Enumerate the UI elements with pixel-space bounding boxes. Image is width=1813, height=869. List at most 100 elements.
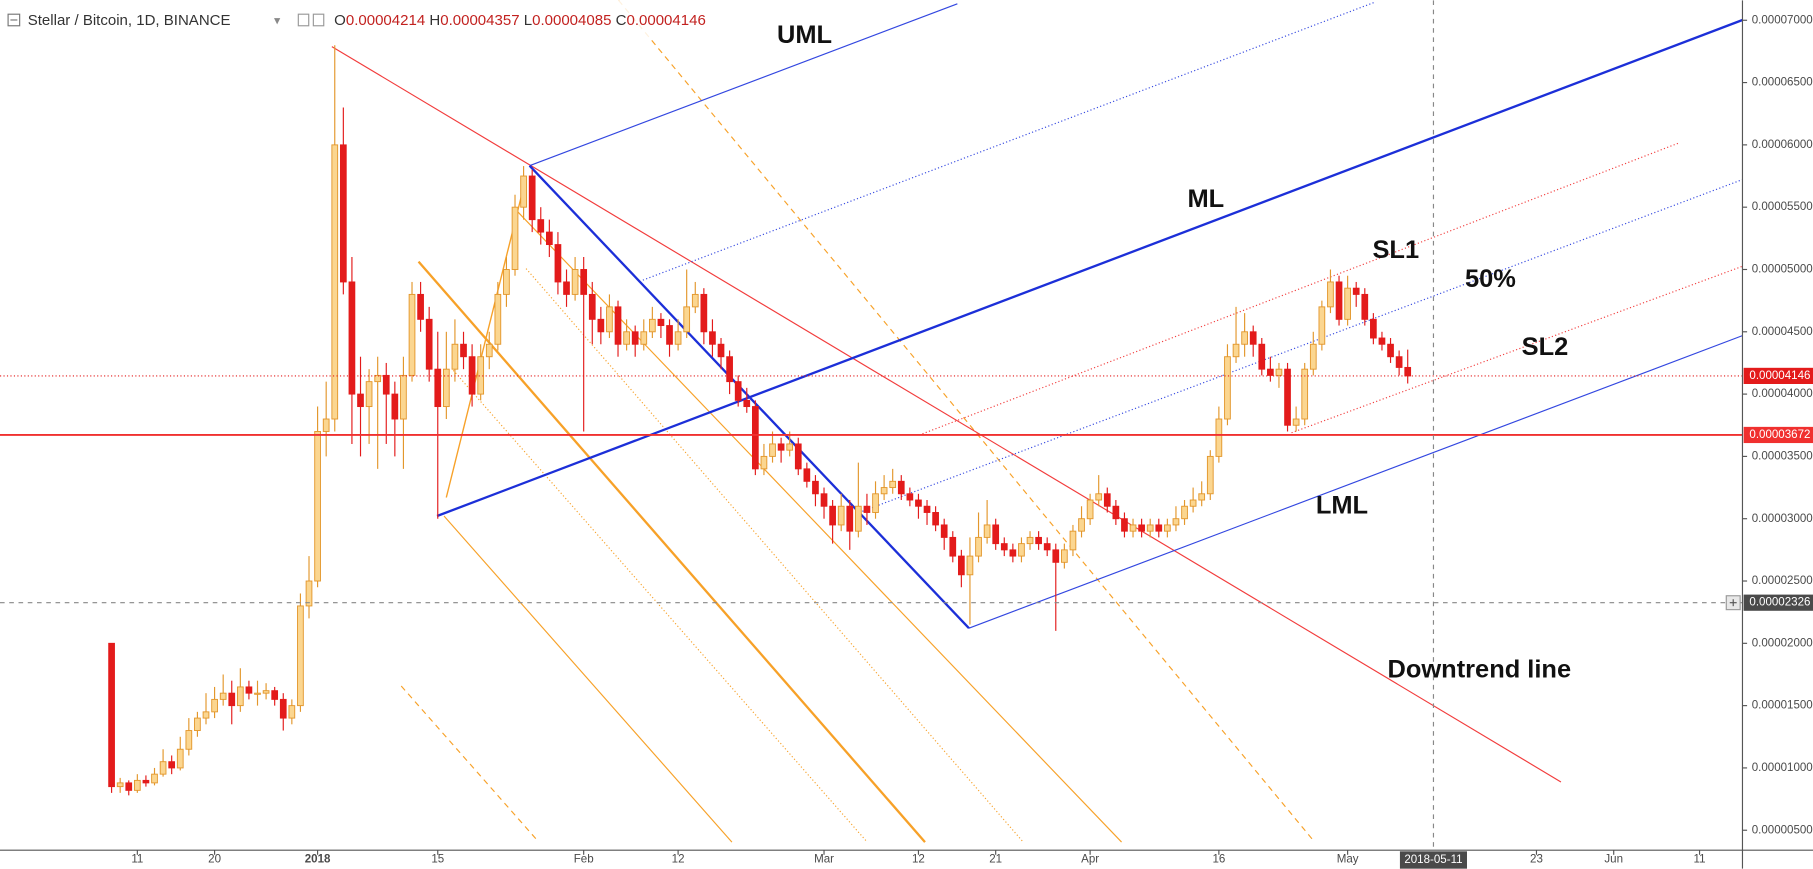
candle-body — [1035, 536, 1042, 545]
candle-body — [1206, 455, 1214, 495]
candle-body — [1224, 356, 1231, 420]
candle-body — [803, 468, 811, 482]
candle-body — [1249, 331, 1257, 345]
candle-body — [194, 717, 201, 732]
visibility-icon[interactable] — [297, 13, 310, 27]
x-tick-label: 2018 — [305, 853, 331, 865]
x-tick-label: 12 — [912, 853, 925, 865]
candle-body — [992, 524, 1000, 545]
y-tick-label: 0.00006000 — [1752, 139, 1813, 151]
candle-body — [211, 698, 218, 713]
candle-body — [219, 692, 227, 700]
candle-body — [1121, 518, 1128, 532]
candle-body — [786, 443, 794, 451]
candle-body — [1095, 493, 1103, 501]
candle-body — [734, 381, 742, 401]
pitchfork-handle — [445, 190, 524, 498]
candle-body — [554, 244, 562, 283]
candle-body — [1112, 505, 1120, 520]
candle-body — [545, 231, 553, 246]
ohlc-value: 0.00004214 — [346, 12, 425, 29]
candle-body — [125, 782, 133, 791]
candle-body — [872, 493, 879, 513]
lower-median-line — [968, 335, 1743, 629]
candle-body — [434, 368, 442, 408]
candle-body — [657, 318, 665, 327]
candle-body — [1335, 281, 1343, 320]
upper-median-line — [529, 3, 958, 167]
candle-body — [460, 343, 467, 358]
y-tick-label: 0.00007000 — [1752, 14, 1813, 26]
candle-body — [1138, 524, 1145, 532]
candle-body — [511, 206, 519, 270]
candle-body — [485, 343, 493, 358]
candle-body — [1164, 524, 1171, 532]
candle-body — [151, 773, 158, 784]
x-tick-label: 23 — [1530, 853, 1543, 865]
candle-body — [314, 431, 321, 582]
candle-body — [752, 406, 759, 470]
y-tick-label: 0.00000500 — [1752, 824, 1813, 836]
candle-body — [932, 512, 939, 526]
x-tick-label: Jun — [1604, 853, 1623, 865]
annotation: Downtrend line — [1388, 656, 1572, 684]
fib-line — [618, 0, 1316, 843]
candle-body — [640, 331, 648, 345]
y-tick-label: 0.00005500 — [1752, 201, 1813, 213]
annotation: 50% — [1465, 265, 1516, 293]
candle-body — [1370, 318, 1377, 339]
candle-body — [889, 480, 897, 489]
candle-body — [537, 219, 545, 233]
candle-body — [1052, 549, 1060, 563]
ohlc-key: L — [524, 12, 532, 29]
candle-body — [571, 269, 579, 295]
header-bg — [0, 0, 740, 40]
candle-body — [983, 524, 991, 538]
candle-body — [202, 711, 210, 719]
downtrend-line — [331, 46, 1562, 783]
candle-body — [236, 686, 244, 707]
crosshair-price-label: 0.00002326 — [1749, 597, 1810, 609]
candle-body — [769, 443, 776, 457]
settings-icon[interactable] — [312, 13, 325, 27]
dropdown-icon[interactable]: ▾ — [274, 13, 281, 28]
x-tick-label: Feb — [574, 853, 594, 865]
candle-body — [245, 686, 253, 694]
y-tick-label: 0.00004000 — [1752, 388, 1813, 400]
x-tick-label: Apr — [1081, 853, 1099, 865]
candle-body — [142, 779, 150, 784]
candle-body — [674, 331, 682, 345]
candle-body — [108, 642, 115, 788]
candle-body — [1000, 543, 1008, 551]
candle-body — [1292, 418, 1300, 426]
candle-body — [940, 524, 948, 538]
ohlc-key: H — [429, 12, 440, 29]
ohlc-readout: O0.00004214 H0.00004357 L0.00004085 C0.0… — [334, 12, 706, 29]
annotation: SL1 — [1372, 236, 1419, 264]
candle-body — [1267, 368, 1274, 376]
candle-body — [185, 730, 193, 750]
chart-title: Stellar / Bitcoin, 1D, BINANCE — [28, 12, 231, 29]
candle-body — [477, 356, 485, 395]
y-tick-label: 0.00002000 — [1752, 637, 1813, 649]
candle-body — [382, 374, 390, 395]
candle-body — [812, 480, 819, 495]
candle-body — [365, 381, 373, 408]
fib-line — [452, 369, 868, 843]
ohlc-value: 0.00004146 — [626, 12, 705, 29]
collapse-icon[interactable] — [7, 13, 21, 27]
candle-body — [262, 690, 270, 694]
median-line — [436, 18, 1743, 518]
y-tick-label: 0.00003500 — [1752, 450, 1813, 462]
x-tick-label: 16 — [1212, 853, 1225, 865]
candle-body — [1387, 343, 1394, 358]
hline-label: 0.00003672 — [1749, 429, 1810, 441]
x-tick-label: Mar — [814, 853, 834, 865]
y-tick-label: 0.00001500 — [1752, 700, 1813, 712]
candle-body — [408, 293, 416, 376]
candle-body — [305, 580, 313, 607]
x-tick-label: 15 — [431, 853, 444, 865]
candle-body — [1241, 331, 1248, 345]
ohlc-value: 0.00004357 — [440, 12, 519, 29]
candle-body — [1189, 499, 1197, 507]
